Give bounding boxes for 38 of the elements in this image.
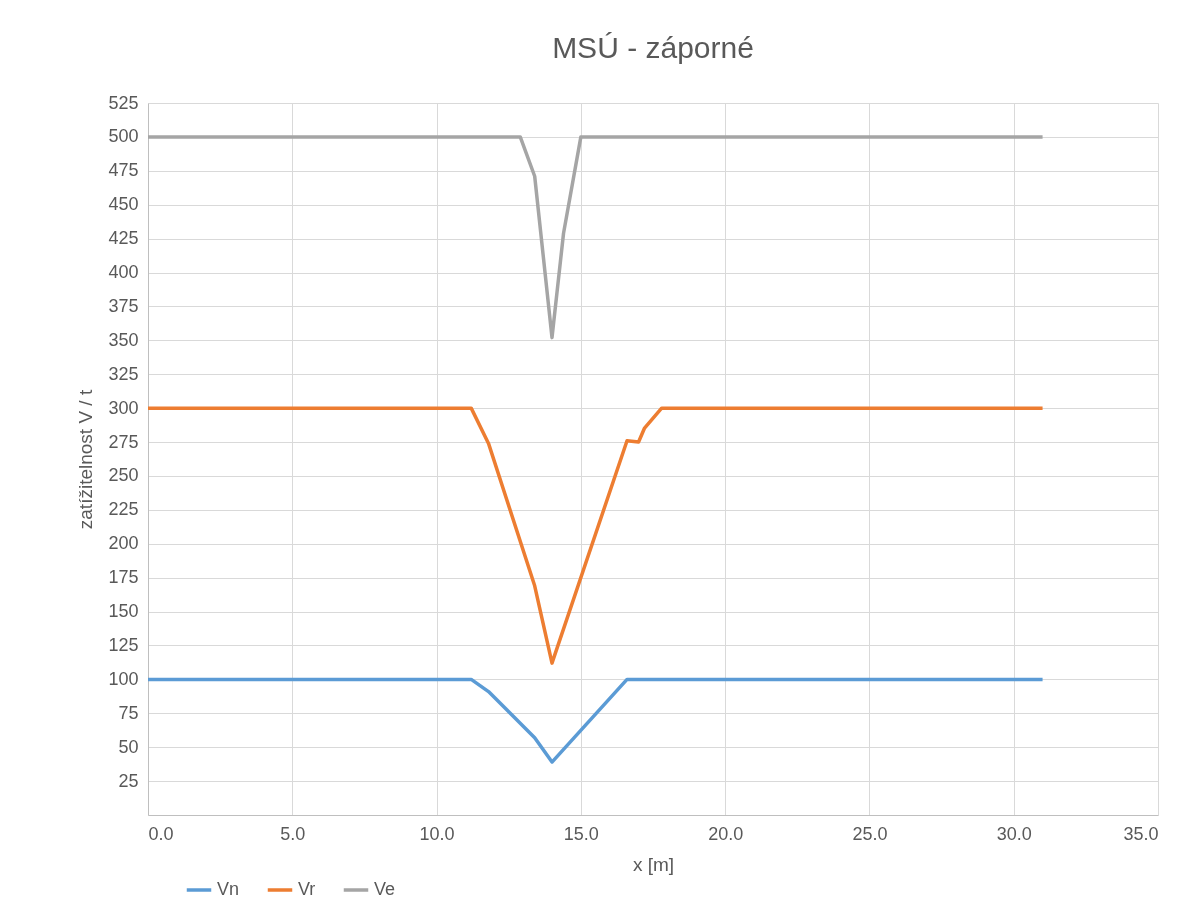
legend-label: Vn — [217, 879, 240, 899]
y-tick-label: 425 — [108, 228, 139, 249]
legend-label: Ve — [374, 879, 396, 899]
y-tick-label: 350 — [108, 329, 139, 350]
x-tick-label: 25.0 — [852, 823, 888, 844]
chart-title: MSÚ - záporné — [552, 31, 754, 64]
y-tick-label: 150 — [108, 601, 139, 622]
y-tick-label: 450 — [108, 194, 139, 215]
y-axis-title: zatížitelnost V / t — [75, 389, 97, 530]
y-tick-label: 400 — [108, 262, 139, 283]
y-tick-label: 200 — [108, 533, 139, 554]
x-tick-label: 35.0 — [1123, 823, 1159, 844]
y-tick-label: 325 — [108, 363, 139, 384]
x-tick-label: 15.0 — [563, 823, 599, 844]
y-tick-label: 375 — [108, 295, 139, 316]
y-tick-label: 175 — [108, 567, 139, 588]
x-tick-label: 30.0 — [996, 823, 1032, 844]
y-tick-label: 300 — [108, 397, 139, 418]
x-axis-title: x [m] — [632, 853, 675, 875]
x-tick-label: 0.0 — [148, 823, 174, 844]
y-tick-label: 100 — [108, 668, 139, 689]
y-tick-label: 475 — [108, 160, 139, 181]
x-tick-label: 10.0 — [419, 823, 455, 844]
y-tick-label: 50 — [118, 736, 139, 757]
y-tick-label: 525 — [108, 92, 139, 113]
y-tick-label: 250 — [108, 465, 139, 486]
y-tick-label: 125 — [108, 634, 139, 655]
line-series — [146, 135, 1045, 340]
x-tick-label: 20.0 — [708, 823, 744, 844]
legend-label: Vr — [298, 879, 316, 899]
y-tick-label: 500 — [108, 126, 139, 147]
y-tick-label: 25 — [118, 770, 139, 791]
x-tick-label: 5.0 — [280, 823, 306, 844]
line-series — [146, 406, 1045, 665]
y-tick-label: 275 — [108, 431, 139, 452]
line-series — [146, 677, 1045, 764]
y-tick-label: 75 — [118, 702, 139, 723]
y-tick-label: 225 — [108, 499, 139, 520]
